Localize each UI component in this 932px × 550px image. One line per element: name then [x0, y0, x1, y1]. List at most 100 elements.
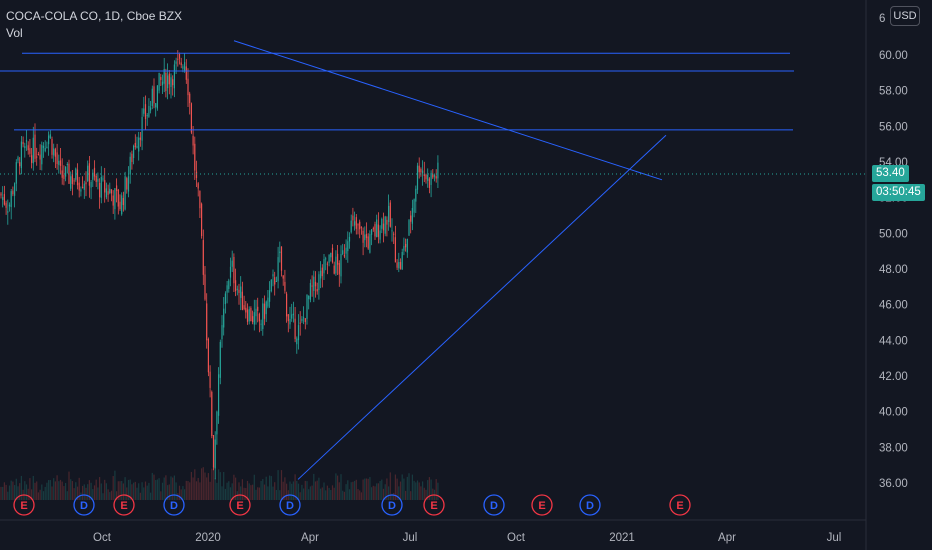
candle-body — [124, 176, 126, 210]
dividend-event-marker[interactable]: D — [163, 494, 185, 516]
candle-body — [71, 173, 73, 184]
candle-body — [189, 93, 191, 104]
dividend-event-marker[interactable]: D — [381, 494, 403, 516]
candle-body — [335, 256, 337, 274]
dividend-event-marker[interactable]: D — [483, 494, 505, 516]
earnings-event-marker[interactable]: E — [229, 494, 251, 516]
volume-bar — [408, 473, 410, 500]
volume-bar — [418, 482, 420, 500]
candle-body — [381, 218, 383, 229]
drawings-layer[interactable] — [0, 40, 794, 480]
volume-bar — [161, 482, 164, 500]
candle-body — [428, 178, 430, 188]
svg-text:E: E — [236, 500, 243, 512]
volume-bar — [238, 482, 240, 500]
volume-bar — [347, 480, 349, 500]
candle-body — [316, 289, 318, 292]
candle-body — [201, 203, 203, 237]
dividend-event-marker[interactable]: D — [579, 494, 601, 516]
symbol-title[interactable]: COCA-COLA CO, 1D, Cboe BZX — [6, 9, 183, 23]
currency-button[interactable]: USD — [890, 6, 920, 26]
candle-body — [199, 191, 201, 209]
earnings-event-marker[interactable]: E — [669, 494, 691, 516]
dividend-event-marker[interactable]: D — [73, 494, 95, 516]
candle-body — [304, 318, 306, 323]
earnings-event-marker[interactable]: E — [13, 494, 35, 516]
candle-body — [292, 313, 294, 316]
volume-bar — [270, 476, 272, 500]
dividend-event-marker[interactable]: D — [279, 494, 301, 516]
volume-bar — [117, 481, 119, 500]
volume-bar — [260, 480, 262, 500]
volume-bar — [83, 484, 85, 500]
earnings-event-marker[interactable]: E — [531, 494, 553, 516]
candle-body — [224, 293, 226, 305]
volume-bar — [365, 478, 368, 500]
volume-indicator-label[interactable]: Vol — [6, 26, 23, 40]
earnings-event-marker[interactable]: E — [113, 494, 135, 516]
candle-body — [219, 341, 221, 378]
volume-bar — [144, 481, 147, 500]
candle-body — [48, 135, 50, 145]
volume-bar — [389, 472, 391, 500]
candle-body — [369, 233, 371, 253]
volume-bar — [326, 485, 328, 500]
candle-body — [296, 338, 298, 345]
candle-body — [173, 64, 175, 89]
volume-bar — [379, 480, 381, 500]
volume-bar — [82, 485, 84, 500]
candle-body — [235, 280, 237, 292]
candle-body — [66, 164, 68, 166]
volume-bar — [90, 482, 92, 500]
downtrend-line[interactable] — [233, 40, 663, 181]
candle-body — [405, 243, 407, 248]
candle-body — [241, 291, 243, 310]
volume-bar — [377, 483, 379, 500]
candle-body — [348, 236, 351, 242]
candle-body — [229, 266, 232, 278]
candle-body — [231, 260, 233, 267]
volume-bar — [56, 475, 58, 500]
volume-bar — [114, 470, 116, 500]
volume-bar — [14, 485, 16, 500]
candle-body — [323, 259, 325, 274]
svg-text:D: D — [490, 500, 498, 512]
price-tick-label: 58.00 — [879, 86, 908, 98]
candle-body — [25, 140, 28, 142]
volume-bar — [280, 470, 283, 500]
volume-bar — [303, 488, 305, 500]
volume-bar — [185, 480, 187, 500]
candle-body — [187, 78, 189, 96]
volume-bar — [306, 481, 308, 500]
volume-bar — [138, 483, 140, 500]
volume-bar — [401, 474, 403, 500]
volume-bar — [76, 486, 79, 500]
svg-text:E: E — [120, 500, 127, 512]
candle-body — [190, 103, 192, 133]
volume-bar — [51, 486, 53, 500]
candle-body — [374, 224, 376, 237]
volume-bar — [343, 491, 345, 500]
candle-body — [22, 142, 24, 145]
svg-text:E: E — [538, 500, 545, 512]
candle-body — [403, 246, 405, 251]
volume-bar — [212, 466, 215, 500]
candle-body — [102, 178, 104, 180]
candle-body — [112, 195, 114, 206]
volume-bar — [195, 481, 198, 500]
candle-body — [415, 188, 417, 202]
candle-body — [309, 283, 311, 300]
volume-bar — [394, 474, 396, 500]
uptrend-line[interactable] — [297, 134, 667, 480]
volume-bar — [235, 477, 237, 500]
candle-body — [139, 137, 141, 140]
time-tick-label: Oct — [507, 532, 526, 544]
volume-bar — [160, 491, 162, 500]
earnings-event-marker[interactable]: E — [423, 494, 445, 516]
candle-body — [58, 160, 60, 165]
candle-body — [49, 134, 51, 139]
volume-bar — [292, 481, 294, 500]
volume-bar — [184, 489, 186, 500]
price-tick-label: 56.00 — [879, 121, 908, 133]
